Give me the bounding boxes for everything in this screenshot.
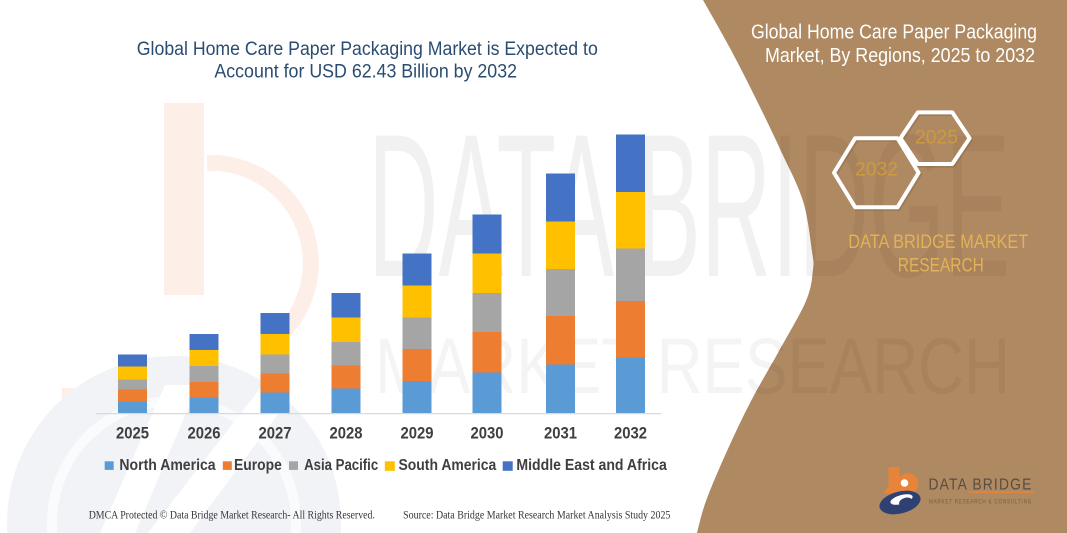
svg-text:South America: South America bbox=[399, 457, 497, 474]
svg-text:Europe: Europe bbox=[234, 457, 282, 474]
svg-text:Global Home Care Paper Packagi: Global Home Care Paper Packaging Market … bbox=[137, 39, 598, 60]
svg-text:2032: 2032 bbox=[614, 425, 647, 443]
svg-text:DATA BRIDGE MARKET: DATA BRIDGE MARKET bbox=[848, 232, 1028, 253]
svg-text:North America: North America bbox=[119, 457, 216, 474]
svg-text:Market, By Regions, 2025 to 20: Market, By Regions, 2025 to 2032 bbox=[765, 44, 1035, 67]
svg-text:MARKET RESEARCH & CONSULTING: MARKET RESEARCH & CONSULTING bbox=[929, 499, 1032, 506]
svg-text:Asia Pacific: Asia Pacific bbox=[304, 457, 378, 474]
svg-text:DATA BRIDGE: DATA BRIDGE bbox=[929, 477, 1033, 494]
svg-text:2025: 2025 bbox=[915, 128, 958, 149]
svg-text:2031: 2031 bbox=[544, 425, 577, 443]
svg-text:2027: 2027 bbox=[259, 425, 292, 443]
svg-text:Account for USD 62.43 Billion: Account for USD 62.43 Billion by 2032 bbox=[214, 62, 517, 83]
svg-text:2026: 2026 bbox=[188, 425, 221, 443]
svg-text:2029: 2029 bbox=[401, 425, 434, 443]
svg-text:DMCA Protected © Data Bridge M: DMCA Protected © Data Bridge Market Rese… bbox=[89, 507, 375, 521]
svg-text:Global Home Care Paper Packagi: Global Home Care Paper Packaging bbox=[751, 21, 1037, 44]
svg-text:2025: 2025 bbox=[116, 425, 149, 443]
svg-text:2030: 2030 bbox=[471, 425, 504, 443]
svg-text:2032: 2032 bbox=[855, 160, 898, 181]
svg-text:Middle East and Africa: Middle East and Africa bbox=[516, 457, 667, 474]
svg-text:2028: 2028 bbox=[330, 425, 363, 443]
svg-text:Source: Data Bridge Market Res: Source: Data Bridge Market Research Mark… bbox=[403, 507, 670, 521]
svg-text:RESEARCH: RESEARCH bbox=[898, 256, 984, 277]
